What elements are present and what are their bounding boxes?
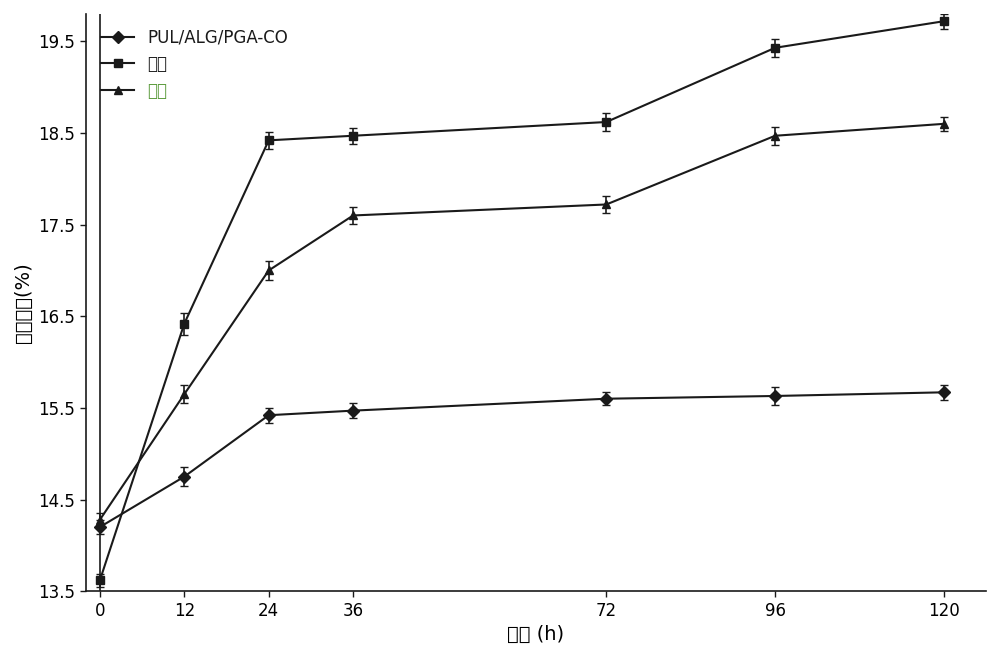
X-axis label: 时间 (h): 时间 (h) [507, 625, 565, 644]
Y-axis label: 水分含量(%): 水分含量(%) [14, 262, 33, 343]
Legend: PUL/ALG/PGA-CO, 甘油, 对照: PUL/ALG/PGA-CO, 甘油, 对照 [94, 22, 295, 106]
